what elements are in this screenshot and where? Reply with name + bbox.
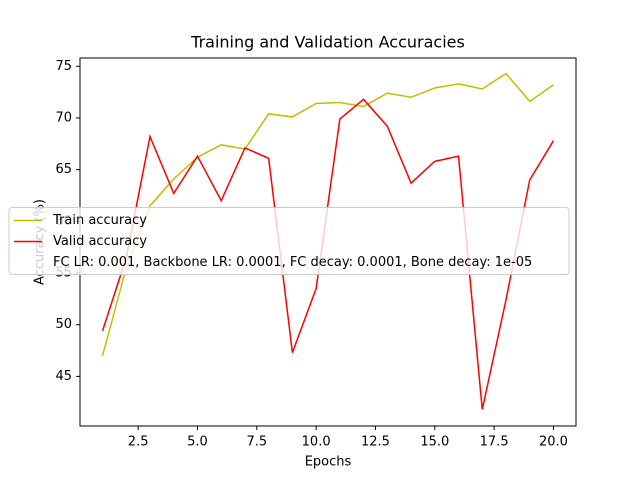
x-tick-label: 5.0 bbox=[187, 435, 208, 450]
x-tick-label: 20.0 bbox=[539, 435, 568, 450]
legend-label: Valid accuracy bbox=[53, 234, 147, 249]
x-tick-label: 2.5 bbox=[128, 435, 149, 450]
data-line bbox=[101, 72, 554, 356]
y-tick-label: 65 bbox=[55, 162, 72, 177]
y-tick-label: 45 bbox=[55, 369, 72, 384]
x-axis-label: Epochs bbox=[305, 455, 352, 470]
y-tick-label: 50 bbox=[55, 317, 72, 332]
x-tick-label: 10.0 bbox=[302, 435, 331, 450]
legend-box bbox=[8, 207, 570, 275]
x-tick-label: 12.5 bbox=[361, 435, 390, 450]
y-tick-label: 75 bbox=[55, 59, 72, 74]
x-tick-label: 17.5 bbox=[480, 435, 509, 450]
chart-title: Training and Validation Accuracies bbox=[190, 33, 465, 52]
x-tick-label: 15.0 bbox=[420, 435, 449, 450]
y-tick-label: 70 bbox=[55, 110, 72, 125]
data-line bbox=[101, 98, 555, 410]
x-tick-label: 7.5 bbox=[246, 435, 267, 450]
legend-note: FC LR: 0.001, Backbone LR: 0.0001, FC de… bbox=[53, 255, 532, 270]
legend-label: Train accuracy bbox=[52, 213, 147, 228]
